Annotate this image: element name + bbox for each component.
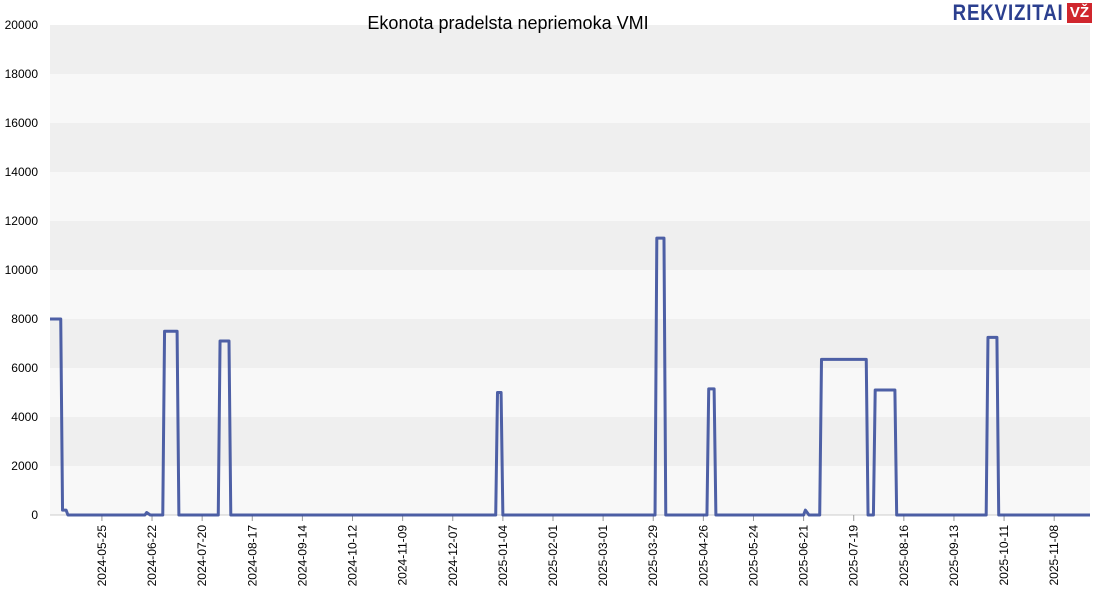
x-tick-label: 2025-10-11 bbox=[997, 525, 1011, 586]
x-tick-label: 2024-08-17 bbox=[245, 525, 259, 587]
y-axis-ticks: 0 2000 4000 6000 8000 10000 12000 14000 16000 180… bbox=[5, 18, 39, 522]
x-tick-label: 2024-11-09 bbox=[396, 525, 410, 586]
x-tick-label: 2024-12-07 bbox=[446, 525, 460, 587]
brand-logo-badge: VŽ bbox=[1066, 3, 1092, 23]
y-tick-label: 16000 bbox=[5, 116, 39, 130]
x-tick-label: 2024-10-12 bbox=[346, 525, 360, 587]
y-tick-label: 10000 bbox=[5, 263, 39, 277]
x-tick-label: 2025-11-08 bbox=[1047, 525, 1061, 586]
y-tick-label: 20000 bbox=[5, 18, 39, 32]
grid-band bbox=[50, 368, 1090, 417]
x-tick-label: 2025-03-29 bbox=[646, 525, 660, 587]
x-tick-label: 2025-09-13 bbox=[947, 525, 961, 587]
y-tick-label: 4000 bbox=[11, 410, 38, 424]
grid-band bbox=[50, 123, 1090, 172]
x-tick-label: 2025-02-01 bbox=[546, 525, 560, 587]
x-tick-label: 2025-08-16 bbox=[897, 525, 911, 587]
x-tick-label: 2024-06-22 bbox=[145, 525, 159, 587]
x-tick-label: 2025-01-04 bbox=[496, 525, 510, 587]
brand-logo[interactable]: REKVIZITAI VŽ bbox=[933, 0, 1092, 26]
brand-logo-text: REKVIZITAI bbox=[952, 0, 1064, 25]
grid-band bbox=[50, 270, 1090, 319]
grid-band bbox=[50, 466, 1090, 515]
y-tick-label: 0 bbox=[31, 508, 38, 522]
grid-band bbox=[50, 74, 1090, 123]
y-tick-label: 12000 bbox=[5, 214, 39, 228]
series-line bbox=[50, 236, 1090, 517]
y-tick-label: 2000 bbox=[11, 459, 38, 473]
y-tick-label: 6000 bbox=[11, 361, 38, 375]
x-tick-label: 2024-05-25 bbox=[95, 525, 109, 587]
x-tick-label: 2024-09-14 bbox=[295, 525, 309, 587]
background-bands bbox=[50, 25, 1090, 516]
grid-band bbox=[50, 221, 1090, 270]
series-group bbox=[50, 236, 1090, 517]
y-tick-label: 8000 bbox=[11, 312, 38, 326]
y-tick-label: 18000 bbox=[5, 67, 39, 81]
x-tick-label: 2025-07-19 bbox=[847, 525, 861, 587]
x-tick-label: 2025-05-24 bbox=[746, 525, 760, 587]
grid-band bbox=[50, 25, 1090, 74]
chart-title: Ekonota pradelsta nepriemoka VMI bbox=[367, 13, 648, 33]
x-tick-label: 2024-07-20 bbox=[195, 525, 209, 587]
x-axis-ticks: 2024-05-25 2024-06-22 2024-07-20 2024-08-17… bbox=[95, 515, 1061, 586]
y-tick-label: 14000 bbox=[5, 165, 39, 179]
x-tick-label: 2025-03-01 bbox=[596, 525, 610, 587]
grid-band bbox=[50, 319, 1090, 368]
x-tick-label: 2025-06-21 bbox=[797, 525, 811, 587]
grid-band bbox=[50, 417, 1090, 466]
grid-band bbox=[50, 172, 1090, 221]
x-tick-label: 2025-04-26 bbox=[696, 525, 710, 587]
